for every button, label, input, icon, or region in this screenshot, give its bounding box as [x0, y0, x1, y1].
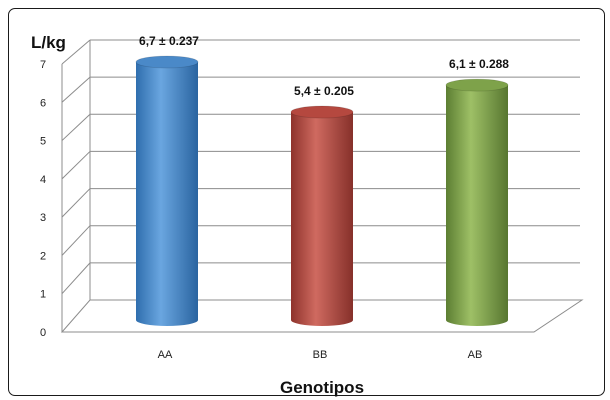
bar-bb — [290, 105, 354, 327]
x-tick-labels: AA BB AB — [158, 349, 483, 361]
gridline-diagonal — [61, 188, 91, 218]
data-label: 6,7 ± 0.237 — [139, 34, 199, 48]
x-axis-label: Genotipos — [280, 378, 364, 397]
bars: 6,7 ± 0.237 5,4 ± 0.205 6,1 ± 0.288 — [135, 34, 509, 327]
data-label: 6,1 ± 0.288 — [449, 57, 509, 71]
bar-top — [445, 78, 509, 92]
x-tick-label: BB — [313, 349, 328, 361]
y-tick-label: 3 — [40, 212, 46, 224]
y-axis-label: L/kg — [31, 33, 66, 52]
bar-ab — [445, 78, 509, 326]
gridline-diagonal — [61, 76, 91, 103]
y-tick-labels: 0 1 2 3 4 5 6 7 — [40, 59, 46, 339]
bar-top — [135, 55, 199, 69]
y-tick-label: 5 — [40, 136, 46, 148]
x-tick-label: AA — [158, 349, 173, 361]
bar-body — [291, 112, 353, 327]
gridline-diagonal — [61, 262, 91, 295]
y-tick-label: 7 — [40, 59, 46, 71]
y-tick-label: 4 — [40, 174, 46, 186]
bar-body — [446, 85, 508, 326]
x-tick-label: AB — [468, 349, 483, 361]
data-label: 5,4 ± 0.205 — [294, 84, 354, 98]
y-tick-label: 0 — [40, 327, 46, 339]
y-tick-label: 1 — [40, 289, 46, 301]
gridline-diagonal — [61, 39, 91, 65]
y-tick-label: 2 — [40, 250, 46, 262]
gridline-diagonal — [61, 225, 91, 256]
bar-aa — [135, 55, 199, 326]
y-tick-label: 6 — [40, 97, 46, 109]
bar-body — [136, 62, 198, 326]
gridline-diagonal — [61, 113, 91, 141]
gridline-diagonal — [61, 151, 91, 180]
bar-top — [290, 105, 354, 119]
